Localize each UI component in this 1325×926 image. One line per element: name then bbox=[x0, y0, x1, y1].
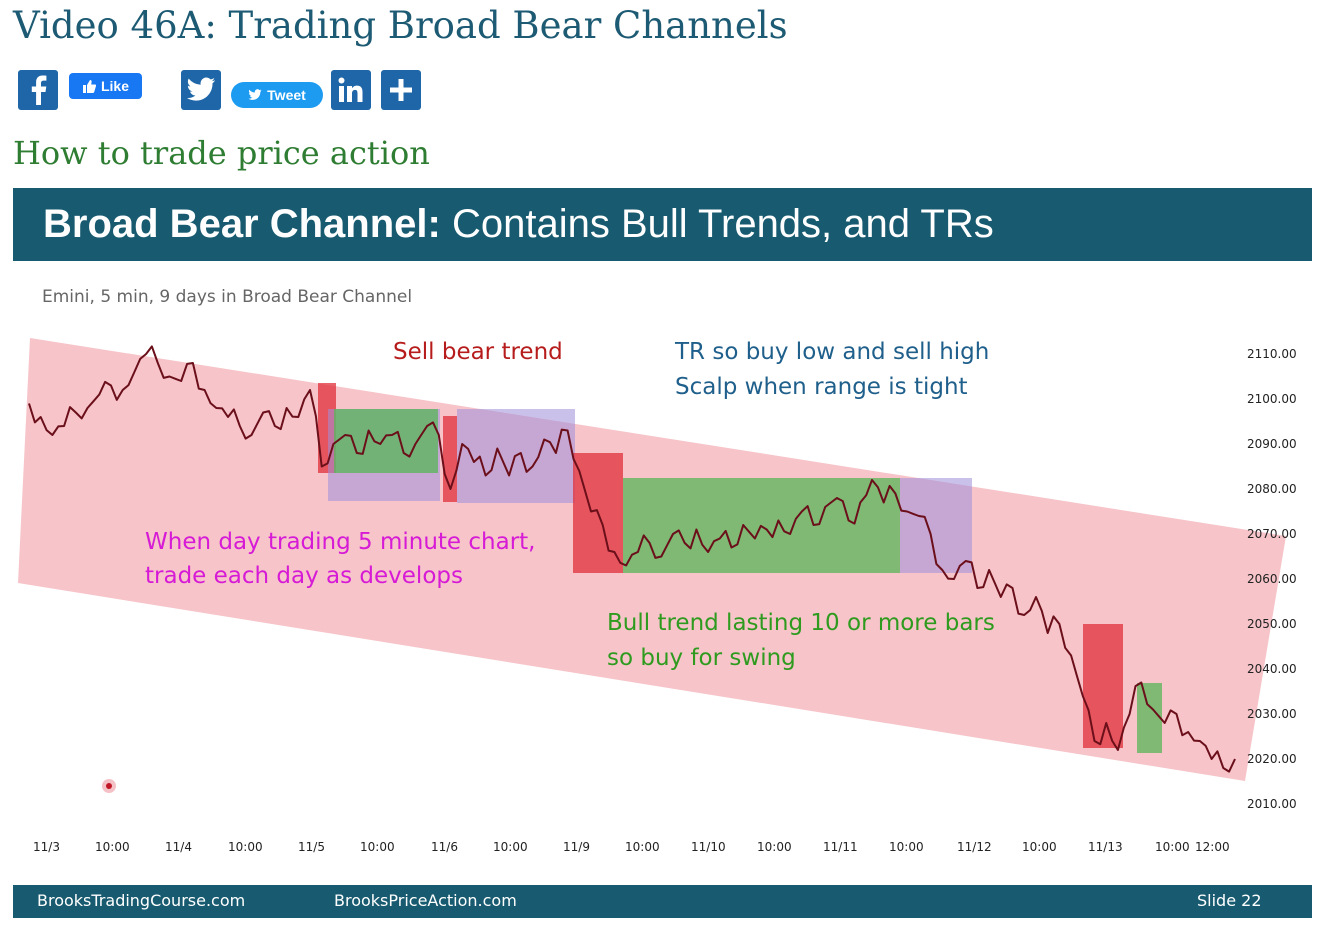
x-tick-label: 10:00 bbox=[757, 840, 792, 854]
video-slide[interactable]: Broad Bear Channel: Contains Bull Trends… bbox=[13, 188, 1312, 918]
x-tick-label: 10:00 bbox=[1022, 840, 1057, 854]
y-tick-label: 2100.00 bbox=[1247, 392, 1297, 406]
x-tick-label: 12:00 bbox=[1195, 840, 1230, 854]
facebook-share-button[interactable] bbox=[18, 70, 58, 110]
y-tick-label: 2020.00 bbox=[1247, 752, 1297, 766]
x-tick-label: 10:00 bbox=[493, 840, 528, 854]
slide-heading: Broad Bear Channel: Contains Bull Trends… bbox=[43, 202, 994, 247]
x-tick-label: 10:00 bbox=[625, 840, 660, 854]
annotation-day-line1: When day trading 5 minute chart, bbox=[145, 529, 536, 555]
y-tick-label: 2090.00 bbox=[1247, 437, 1297, 451]
cursor-indicator bbox=[102, 779, 116, 793]
x-tick-label: 11/10 bbox=[691, 840, 726, 854]
annotation-sell-bear: Sell bear trend bbox=[393, 339, 563, 365]
x-tick-label: 11/12 bbox=[957, 840, 992, 854]
price-chart: Emini, 5 min, 9 days in Broad Bear Chann… bbox=[13, 261, 1312, 885]
slide-number: Slide 22 bbox=[1197, 891, 1262, 910]
y-tick-label: 2030.00 bbox=[1247, 707, 1297, 721]
y-tick-label: 2010.00 bbox=[1247, 797, 1297, 811]
y-tick-label: 2040.00 bbox=[1247, 662, 1297, 676]
slide-heading-bold: Broad Bear Channel: bbox=[43, 202, 441, 246]
x-tick-label: 11/4 bbox=[165, 840, 192, 854]
annotation-bull-line2: so buy for swing bbox=[607, 645, 796, 671]
x-tick-label: 10:00 bbox=[360, 840, 395, 854]
price-series bbox=[28, 345, 1236, 773]
page-title: Video 46A: Trading Broad Bear Channels bbox=[13, 4, 788, 47]
facebook-like-button[interactable]: Like bbox=[69, 73, 142, 99]
share-bar: Like Tweet bbox=[18, 70, 438, 112]
bear-region-box bbox=[1083, 624, 1123, 748]
linkedin-share-button[interactable] bbox=[331, 70, 371, 110]
axis-ticks: 2110.00 2100.00 2090.00 2080.00 2070.00 2060.… bbox=[33, 347, 1297, 854]
x-tick-label: 10:00 bbox=[95, 840, 130, 854]
footer-mid-link: BrooksPriceAction.com bbox=[334, 891, 517, 910]
section-subtitle: How to trade price action bbox=[13, 134, 430, 172]
twitter-icon bbox=[187, 77, 215, 101]
thumbs-up-icon bbox=[82, 80, 96, 93]
y-tick-label: 2080.00 bbox=[1247, 482, 1297, 496]
x-tick-label: 11/13 bbox=[1088, 840, 1123, 854]
chart-label: Emini, 5 min, 9 days in Broad Bear Chann… bbox=[42, 287, 412, 307]
bull-region-box bbox=[334, 409, 438, 473]
annotation-day-line2: trade each day as develops bbox=[145, 563, 463, 589]
twitter-bird-icon bbox=[248, 89, 262, 100]
slide-header: Broad Bear Channel: Contains Bull Trends… bbox=[13, 188, 1312, 261]
x-tick-label: 11/3 bbox=[33, 840, 60, 854]
slide-footer: BrooksTradingCourse.com BrooksPriceActio… bbox=[13, 885, 1312, 918]
y-tick-label: 2050.00 bbox=[1247, 617, 1297, 631]
annotation-tr-line1: TR so buy low and sell high bbox=[674, 339, 989, 365]
x-tick-label: 10:00 bbox=[228, 840, 263, 854]
x-tick-label: 11/9 bbox=[563, 840, 590, 854]
bull-region-box bbox=[1137, 683, 1162, 753]
tweet-label: Tweet bbox=[267, 87, 306, 103]
plus-icon bbox=[390, 79, 412, 101]
twitter-share-button[interactable] bbox=[181, 70, 221, 110]
y-tick-label: 2060.00 bbox=[1247, 572, 1297, 586]
y-tick-label: 2070.00 bbox=[1247, 527, 1297, 541]
x-tick-label: 10:00 bbox=[1155, 840, 1190, 854]
like-label: Like bbox=[100, 78, 129, 94]
tweet-button[interactable]: Tweet bbox=[231, 82, 323, 108]
annotation-tr-line2: Scalp when range is tight bbox=[675, 374, 968, 400]
x-tick-label: 11/5 bbox=[298, 840, 325, 854]
annotation-bull-line1: Bull trend lasting 10 or more bars bbox=[607, 610, 995, 636]
price-series-line bbox=[28, 345, 1236, 773]
footer-left-link: BrooksTradingCourse.com bbox=[37, 891, 246, 910]
y-tick-label: 2110.00 bbox=[1247, 347, 1297, 361]
x-tick-label: 11/11 bbox=[823, 840, 858, 854]
x-tick-label: 10:00 bbox=[889, 840, 924, 854]
x-tick-label: 11/6 bbox=[431, 840, 458, 854]
slide-heading-rest: Contains Bull Trends, and TRs bbox=[440, 202, 994, 246]
linkedin-icon bbox=[338, 77, 363, 102]
more-share-button[interactable] bbox=[381, 70, 421, 110]
facebook-icon bbox=[31, 75, 47, 105]
